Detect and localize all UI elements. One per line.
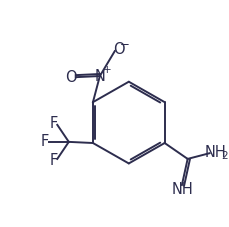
- Text: N: N: [94, 69, 105, 84]
- Text: −: −: [120, 38, 129, 51]
- Text: O: O: [65, 70, 76, 85]
- Text: F: F: [49, 116, 58, 131]
- Text: NH: NH: [171, 183, 192, 197]
- Text: +: +: [102, 65, 111, 75]
- Text: 2: 2: [220, 151, 227, 161]
- Text: O: O: [113, 42, 125, 57]
- Text: F: F: [49, 153, 58, 168]
- Text: F: F: [40, 134, 49, 149]
- Text: NH: NH: [204, 145, 226, 160]
